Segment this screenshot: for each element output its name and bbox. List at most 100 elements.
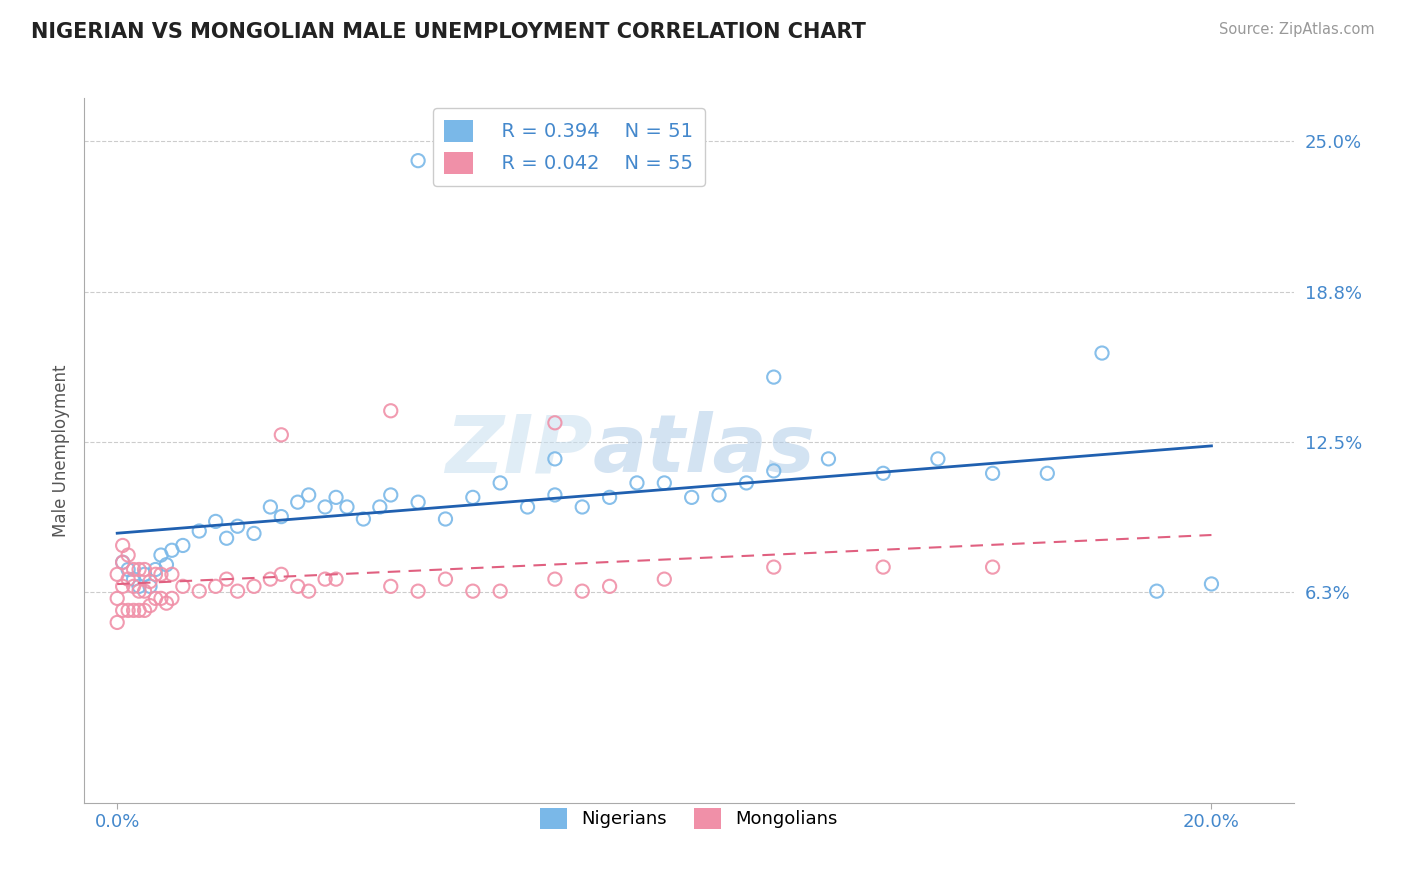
Point xyxy=(117,603,139,617)
Point xyxy=(516,500,538,514)
Point xyxy=(134,562,156,576)
Point xyxy=(652,475,675,490)
Point xyxy=(172,539,194,553)
Point xyxy=(111,555,134,569)
Point xyxy=(762,560,785,574)
Point xyxy=(872,560,894,574)
Point xyxy=(128,584,150,599)
Point xyxy=(817,451,839,466)
Point xyxy=(352,512,374,526)
Point xyxy=(872,467,894,481)
Point xyxy=(105,567,128,582)
Y-axis label: Male Unemployment: Male Unemployment xyxy=(52,364,70,537)
Text: ZIP: ZIP xyxy=(444,411,592,490)
Point xyxy=(160,591,183,606)
Point xyxy=(145,562,167,576)
Point xyxy=(981,560,1004,574)
Point xyxy=(117,548,139,562)
Point xyxy=(599,491,621,505)
Point xyxy=(981,467,1004,481)
Point xyxy=(406,495,429,509)
Point xyxy=(111,603,134,617)
Point xyxy=(544,416,567,430)
Point xyxy=(128,562,150,576)
Point xyxy=(270,567,292,582)
Point xyxy=(149,591,172,606)
Point xyxy=(380,488,402,502)
Point xyxy=(122,572,145,586)
Point xyxy=(139,574,162,589)
Point xyxy=(111,539,134,553)
Point xyxy=(226,519,249,533)
Point xyxy=(128,603,150,617)
Point xyxy=(380,579,402,593)
Point xyxy=(204,515,226,529)
Point xyxy=(139,599,162,613)
Point xyxy=(243,526,266,541)
Point xyxy=(434,572,457,586)
Point xyxy=(270,509,292,524)
Point xyxy=(571,500,593,514)
Point xyxy=(155,558,177,572)
Point xyxy=(681,491,703,505)
Point xyxy=(117,572,139,586)
Point xyxy=(145,591,167,606)
Point xyxy=(336,500,359,514)
Point xyxy=(149,567,172,582)
Point xyxy=(735,475,758,490)
Point xyxy=(1036,467,1059,481)
Point xyxy=(434,512,457,526)
Point xyxy=(1146,584,1168,599)
Point xyxy=(149,548,172,562)
Point xyxy=(243,579,266,593)
Point xyxy=(1091,346,1114,360)
Point xyxy=(461,491,484,505)
Point xyxy=(188,584,211,599)
Point xyxy=(298,488,321,502)
Point xyxy=(707,488,730,502)
Text: NIGERIAN VS MONGOLIAN MALE UNEMPLOYMENT CORRELATION CHART: NIGERIAN VS MONGOLIAN MALE UNEMPLOYMENT … xyxy=(31,22,866,42)
Point xyxy=(544,572,567,586)
Point xyxy=(215,572,238,586)
Point xyxy=(145,567,167,582)
Point xyxy=(489,475,512,490)
Point xyxy=(188,524,211,538)
Point xyxy=(544,488,567,502)
Point xyxy=(287,495,309,509)
Point xyxy=(122,579,145,593)
Point xyxy=(762,370,785,384)
Point xyxy=(287,579,309,593)
Point xyxy=(155,596,177,610)
Point xyxy=(105,615,128,630)
Point xyxy=(489,584,512,599)
Point xyxy=(406,153,429,168)
Point xyxy=(160,543,183,558)
Point xyxy=(134,567,156,582)
Point xyxy=(117,562,139,576)
Point xyxy=(172,579,194,593)
Point xyxy=(134,584,156,599)
Point xyxy=(626,475,648,490)
Point xyxy=(105,591,128,606)
Point xyxy=(111,555,134,569)
Point xyxy=(406,584,429,599)
Point xyxy=(259,500,281,514)
Text: Source: ZipAtlas.com: Source: ZipAtlas.com xyxy=(1219,22,1375,37)
Point xyxy=(314,500,336,514)
Point xyxy=(122,603,145,617)
Text: atlas: atlas xyxy=(592,411,815,490)
Point xyxy=(368,500,391,514)
Point xyxy=(215,531,238,545)
Point xyxy=(139,579,162,593)
Point xyxy=(544,451,567,466)
Point xyxy=(204,579,226,593)
Point xyxy=(128,579,150,593)
Point xyxy=(270,427,292,442)
Point xyxy=(571,584,593,599)
Point xyxy=(314,572,336,586)
Point xyxy=(380,404,402,418)
Point xyxy=(122,562,145,576)
Legend: Nigerians, Mongolians: Nigerians, Mongolians xyxy=(533,801,845,836)
Point xyxy=(325,491,347,505)
Point xyxy=(259,572,281,586)
